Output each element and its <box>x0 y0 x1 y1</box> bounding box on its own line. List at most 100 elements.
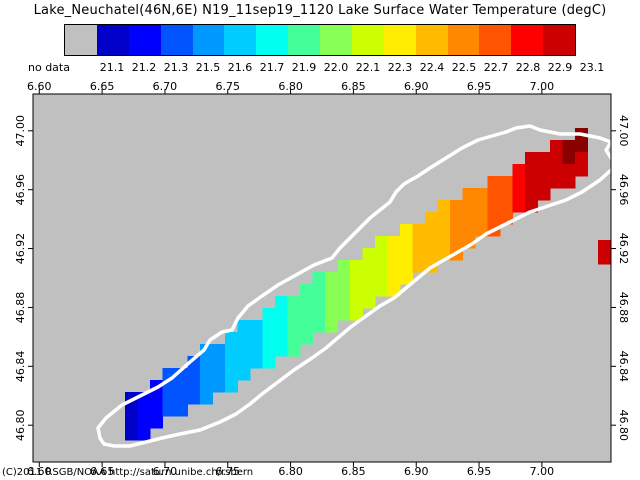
temperature-cell <box>550 140 563 153</box>
temperature-cell <box>300 320 313 333</box>
temperature-cell <box>150 392 163 405</box>
tick-label: 46.84 <box>14 351 27 383</box>
temperature-cell <box>412 236 426 249</box>
temperature-cell <box>350 308 363 321</box>
legend-label: 22.1 <box>355 61 381 74</box>
temperature-cell <box>287 344 301 357</box>
temperature-cell <box>425 212 438 225</box>
legend-label: 21.1 <box>99 61 125 74</box>
legend-swatch <box>320 25 352 55</box>
temperature-cell <box>437 236 451 249</box>
legend-swatch <box>192 25 225 55</box>
temperature-cell <box>525 152 538 165</box>
temperature-cell <box>400 236 413 249</box>
temperature-cell <box>237 320 251 333</box>
tick-label: 46.80 <box>14 409 27 441</box>
temperature-cell <box>350 272 363 285</box>
temperature-cell <box>512 176 526 189</box>
legend-swatch <box>96 25 129 55</box>
legend-label: 21.6 <box>227 61 253 74</box>
legend-swatch <box>288 25 320 55</box>
temperature-cell <box>562 176 576 189</box>
temperature-cell <box>312 272 326 285</box>
temperature-cell <box>400 248 413 261</box>
legend-swatch <box>543 25 575 55</box>
temperature-cell <box>325 296 338 309</box>
legend-label: 22.8 <box>515 61 541 74</box>
temperature-cell <box>287 308 301 321</box>
temperature-cell <box>462 212 476 225</box>
temperature-cell <box>337 284 351 297</box>
temperature-cell <box>412 260 426 273</box>
temperature-cell <box>337 308 351 321</box>
shoreline-south <box>98 168 613 448</box>
temperature-cell <box>575 164 588 177</box>
temperature-cell <box>450 236 463 249</box>
temperature-cell <box>237 332 251 345</box>
legend-label: 22.9 <box>547 61 573 74</box>
temperature-cell <box>275 332 288 345</box>
temperature-cell <box>550 164 563 177</box>
temperature-cell <box>275 320 288 333</box>
temperature-cell <box>287 320 301 333</box>
temperature-cell <box>200 356 213 369</box>
tick-label: 46.80 <box>617 409 630 441</box>
temperature-cell <box>337 272 351 285</box>
legend-label: 22.7 <box>483 61 509 74</box>
temperature-cell <box>325 308 338 321</box>
temperature-cell <box>162 392 176 405</box>
legend-label: 22.3 <box>387 61 413 74</box>
temperature-cell <box>475 188 488 201</box>
temperature-cell <box>387 272 401 285</box>
temperature-cell <box>212 344 226 357</box>
temperature-cell <box>125 416 138 429</box>
tick-label: 46.84 <box>617 351 630 383</box>
temperature-cell <box>375 236 388 249</box>
temperature-cell <box>387 260 401 273</box>
temperature-cell <box>350 296 363 309</box>
temperature-cell <box>525 188 538 201</box>
temperature-cell <box>225 344 238 357</box>
legend-label: 22.0 <box>323 61 349 74</box>
temperature-cell <box>537 188 551 201</box>
temperature-cell <box>598 252 611 265</box>
temperature-cell <box>512 164 526 177</box>
temperature-cell <box>525 176 538 189</box>
temperature-cell <box>262 356 276 369</box>
temperature-cell <box>312 296 326 309</box>
shoreline-north <box>96 124 613 440</box>
legend-swatch <box>224 25 257 55</box>
footer-credit: (C)2011 RSGB/NOAA http://saturn.unibe.ch… <box>2 467 254 478</box>
temperature-cell <box>337 296 351 309</box>
temperature-cell <box>300 308 313 321</box>
temperature-cell <box>562 140 576 153</box>
temperature-cell <box>537 152 551 165</box>
shoreline <box>96 124 613 448</box>
legend-swatch <box>383 25 416 55</box>
temperature-cell <box>425 236 438 249</box>
temperature-cell <box>525 164 538 177</box>
tick-label: 6.65 <box>90 80 115 93</box>
shoreline-east-corner <box>604 140 613 160</box>
temperature-cell <box>425 248 438 261</box>
temperature-cell <box>212 380 226 393</box>
temperature-cells <box>125 128 611 441</box>
temperature-cell <box>550 176 563 189</box>
temperature-cell <box>187 380 201 393</box>
temperature-cell <box>262 344 276 357</box>
tick-label: 6.70 <box>153 465 178 478</box>
temperature-cell <box>462 224 476 237</box>
temperature-cell <box>387 236 401 249</box>
temperature-cell <box>362 248 376 261</box>
legend-label: 21.2 <box>131 61 157 74</box>
temperature-cell <box>462 188 476 201</box>
temperature-cell <box>325 284 338 297</box>
temperature-cell <box>550 152 563 165</box>
temperature-cell <box>137 428 151 441</box>
temperature-cell <box>537 176 551 189</box>
temperature-cell <box>537 164 551 177</box>
tick-label: 6.75 <box>216 80 241 93</box>
temperature-cell <box>287 332 301 345</box>
legend-swatch <box>256 25 289 55</box>
